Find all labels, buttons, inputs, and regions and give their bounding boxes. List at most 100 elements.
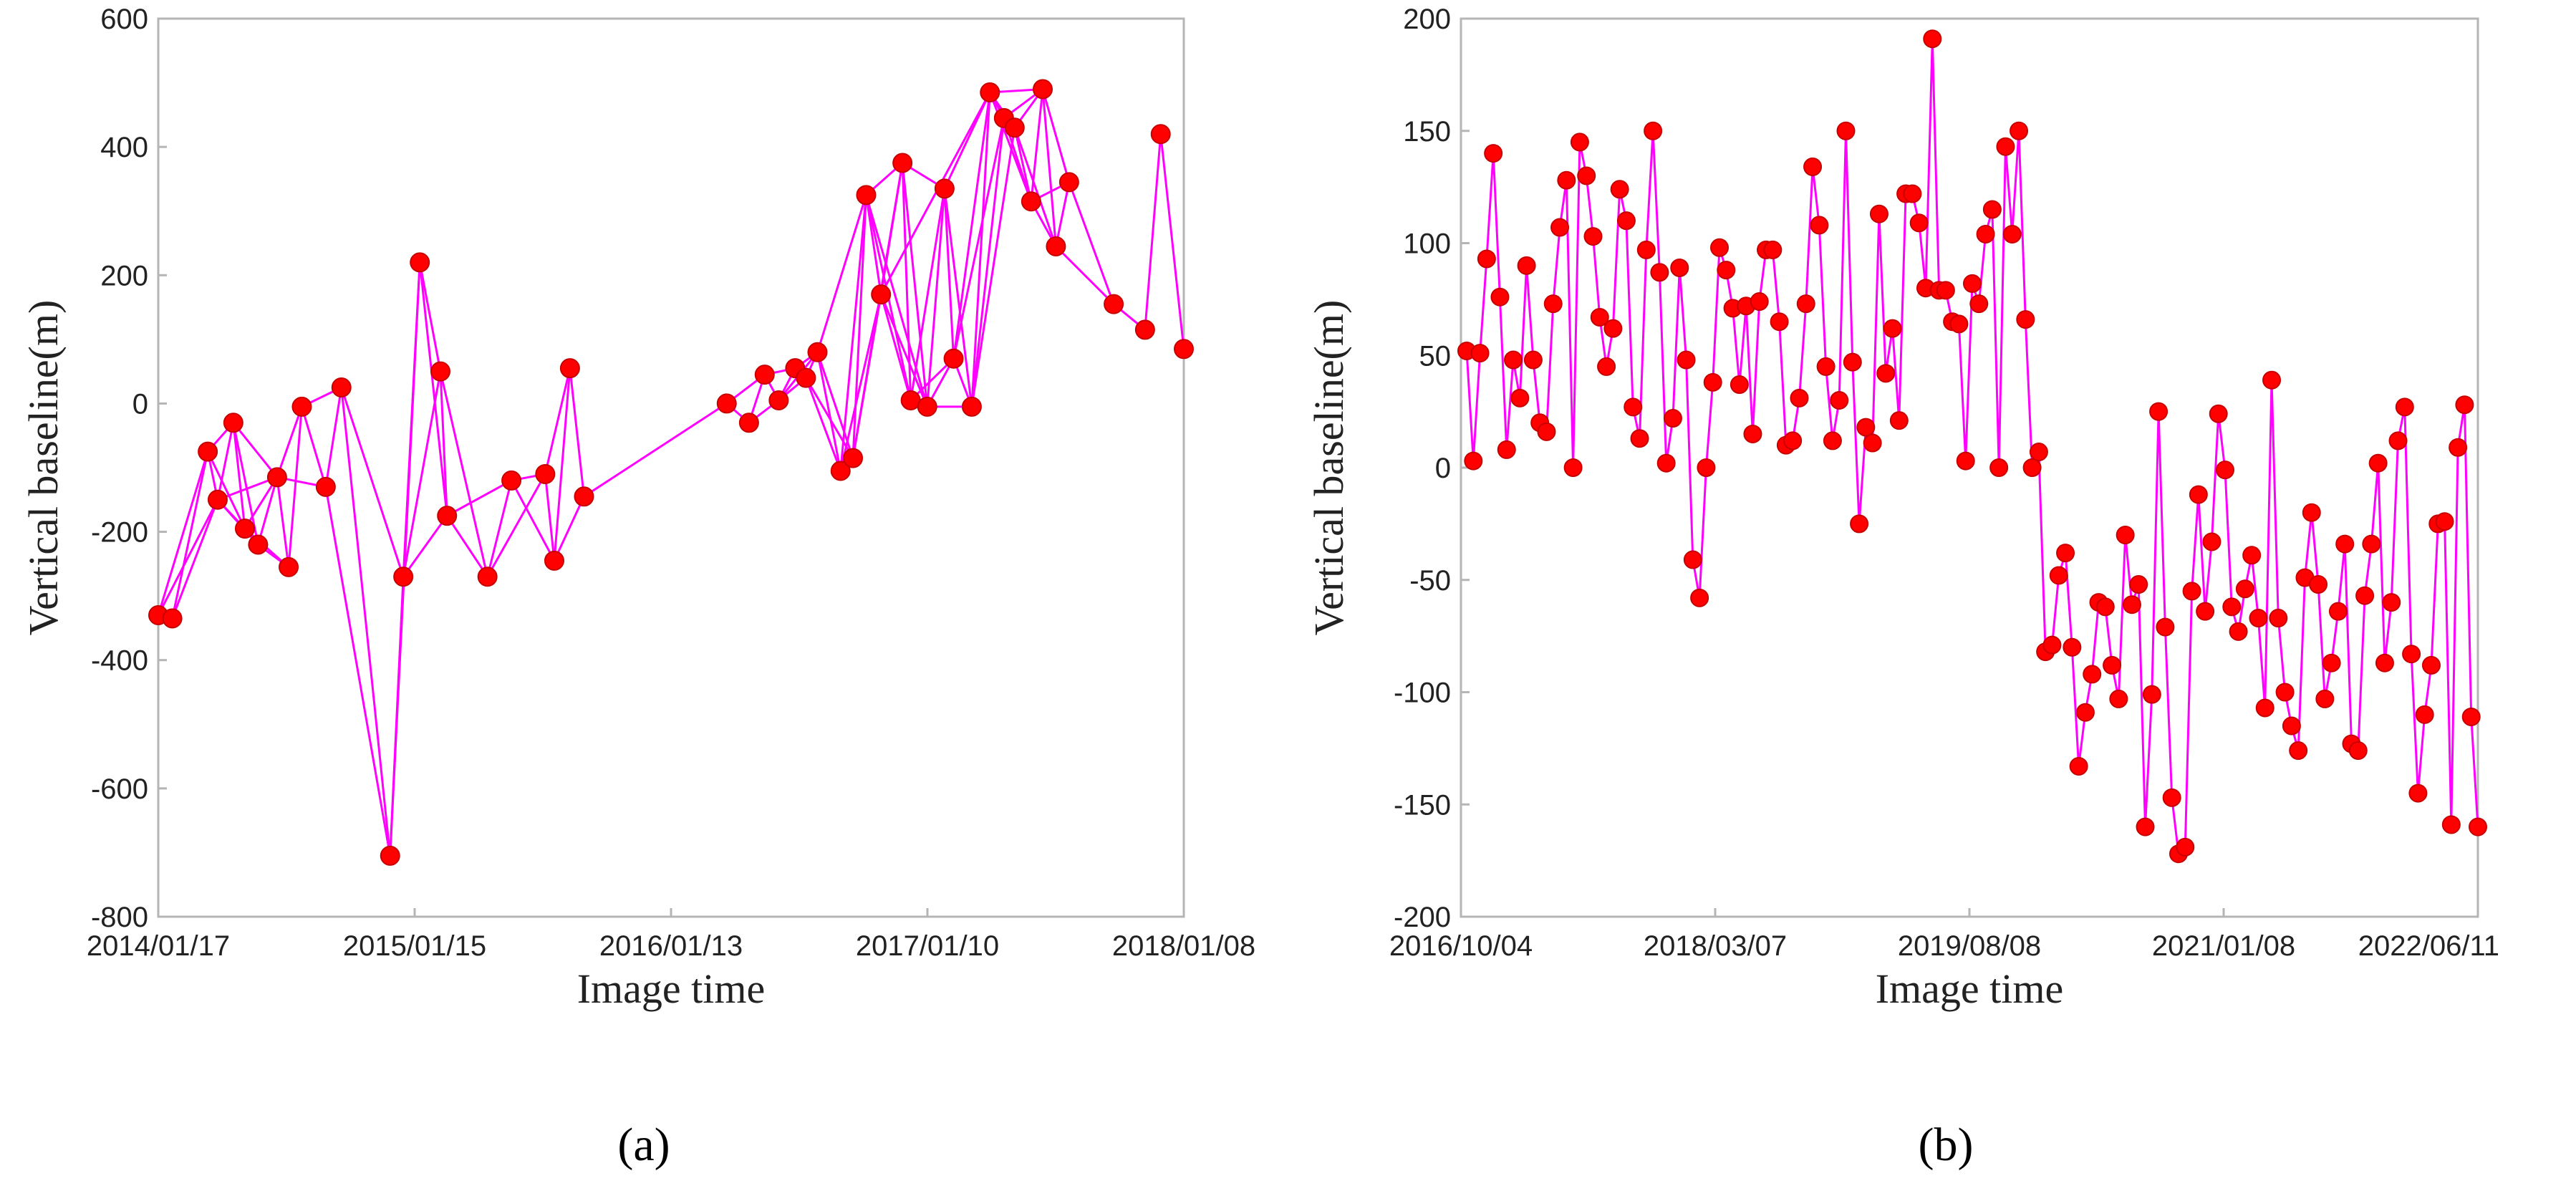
chart-a-acquisition-point [830, 461, 851, 481]
chart-b-acquisition-point [1697, 458, 1716, 477]
chart-a-baseline-edge [879, 294, 912, 401]
chart-a-acquisition-point [768, 390, 789, 410]
chart-b-acquisition-point [1843, 352, 1862, 372]
chart-b-acquisition-point [1976, 224, 1995, 243]
chart-b-acquisition-point [1969, 294, 1989, 314]
chart-a-acquisition-point [807, 342, 828, 362]
chart-a-ylabel: Vertical baseline(m) [20, 300, 67, 636]
chart-a-baseline-edge [943, 188, 973, 408]
chart-b-acquisition-point [1790, 388, 1809, 408]
chart-a-acquisition-point [574, 486, 594, 507]
chart-a-baseline-edge [243, 476, 279, 529]
chart-b-acquisition-point [2335, 534, 2355, 554]
chart-b-acquisition-point [2262, 370, 2282, 390]
chart-b-acquisition-point [1616, 211, 1636, 231]
chart-b-acquisition-point [2415, 705, 2434, 724]
chart-b-acquisition-point [2328, 602, 2348, 621]
chart-a-baseline-edge [879, 92, 991, 295]
chart-b-acquisition-point [1677, 350, 1696, 370]
chart-b-acquisition-point [1903, 184, 1922, 203]
chart-a-acquisition-point [796, 367, 816, 388]
chart-b-acquisition-point [1883, 319, 1902, 338]
chart-a-baseline-edge [232, 422, 279, 478]
chart-a-baseline-edge [301, 406, 327, 488]
chart-a-acquisition-point [410, 252, 430, 273]
chart-a-baseline-edge [544, 367, 571, 475]
chart-a-acquisition-point [437, 506, 458, 526]
chart-a-baseline-edge [970, 117, 1005, 408]
chart-a-baseline-edge [569, 368, 585, 497]
chart-a-baseline-edge [287, 406, 303, 567]
chart-b-acquisition-point [1936, 281, 1955, 300]
chart-b-acquisition-point [1863, 433, 1882, 453]
chart-b-acquisition-point [1557, 170, 1576, 190]
chart-b-acquisition-point [2083, 665, 2102, 684]
chart-a-baseline-edge [1013, 127, 1057, 247]
chart-b-acquisition-point [1510, 388, 1530, 408]
chart-b-acquisition-point [2348, 741, 2368, 761]
chart-b-ytick-label: 200 [1403, 4, 1451, 35]
chart-b-acquisition-point [1796, 294, 1815, 314]
chart-a-acquisition-point [934, 178, 955, 199]
chart-a-xtick-label: 2017/01/10 [856, 930, 999, 962]
chart-b-acquisition-point [1470, 344, 1490, 363]
chart-a-baseline-edge [804, 377, 842, 472]
chart-a-baseline-edge [206, 450, 246, 529]
chart-b-acquisition-point [2129, 575, 2148, 594]
chart-a-baseline-edge [1159, 134, 1185, 349]
chart-b-acquisition-point [1982, 200, 2002, 219]
chart-b-acquisition-point [2222, 597, 2242, 617]
chart-a-baseline-edge [1144, 134, 1162, 330]
chart-a-baseline-edge [439, 371, 489, 577]
chart-a-baseline-edge [324, 486, 392, 857]
chart-a-acquisition-point [754, 365, 775, 385]
chart-b-xlabel: Image time [1876, 965, 2064, 1012]
chart-a-baseline-edge [583, 402, 728, 498]
chart-a-baseline-edge [952, 117, 1005, 360]
chart-b-ytick-label: 150 [1403, 116, 1451, 148]
chart-a-baseline-edge [402, 515, 448, 578]
chart-b-acquisition-point [1464, 451, 1483, 471]
chart-b-acquisition-point [2289, 741, 2308, 761]
chart-b: 200 150 100 50 0 -50 -100 -150 -200 2016/10/04 20… [1306, 4, 2499, 1171]
chart-a-ytick-label: 200 [100, 260, 148, 291]
chart-b-acquisition-point [1823, 431, 1842, 450]
chart-b-acquisition-point [1750, 292, 1769, 312]
chart-b-acquisition-point [1497, 440, 1516, 459]
chart-b-acquisition-point [2375, 653, 2394, 672]
chart-b-acquisition-point [1909, 213, 1929, 233]
chart-a-baseline-edge [943, 92, 991, 190]
chart-a-baseline-edge [952, 92, 991, 359]
chart-b-acquisition-point [2388, 431, 2408, 450]
chart-a-acquisition-point [1032, 79, 1053, 100]
chart-b-acquisition-point [2269, 609, 2288, 628]
chart-a-acquisition-point [291, 396, 312, 417]
chart-b-acquisition-point [2275, 683, 2295, 702]
chart-a-baseline-edge [510, 480, 556, 561]
chart-b-acquisition-point [2095, 597, 2115, 617]
chart-b-acquisition-point [2029, 443, 2048, 462]
chart-a-acquisition-point [162, 608, 183, 629]
chart-b-acquisition-point [2176, 837, 2195, 857]
chart-b-acquisition-point [2122, 595, 2141, 614]
chart-a-baseline-edge [276, 477, 290, 568]
chart-b-acquisition-point [1869, 204, 1888, 223]
chart-b-acquisition-point [1603, 319, 1623, 338]
chart-a-baseline-edge [544, 473, 556, 561]
chart-a-acquisition-point [1058, 172, 1079, 193]
chart-b-acquisition-point [1690, 588, 1709, 607]
chart-a-baseline-edge [1013, 127, 1033, 202]
chart-b-acquisition-point [2182, 582, 2201, 601]
chart-b-acquisition-point [2202, 532, 2222, 551]
chart-b-acquisition-point [2162, 788, 2181, 807]
chart-a-baseline-edge [816, 352, 842, 471]
chart-a-acquisition-point [943, 348, 964, 369]
chart-a-xtick-label: 2018/01/08 [1112, 930, 1255, 962]
chart-b-ytick-label: -100 [1394, 678, 1451, 709]
chart-b-acquisition-point [2315, 689, 2335, 708]
chart-b-acquisition-point [2362, 534, 2381, 554]
chart-a-baseline-edge [864, 195, 882, 295]
chart-b-xtick-label: 2021/01/08 [2152, 930, 2295, 962]
chart-b-acquisition-point [2282, 716, 2301, 736]
chart-b-acquisition-point [2022, 458, 2042, 477]
